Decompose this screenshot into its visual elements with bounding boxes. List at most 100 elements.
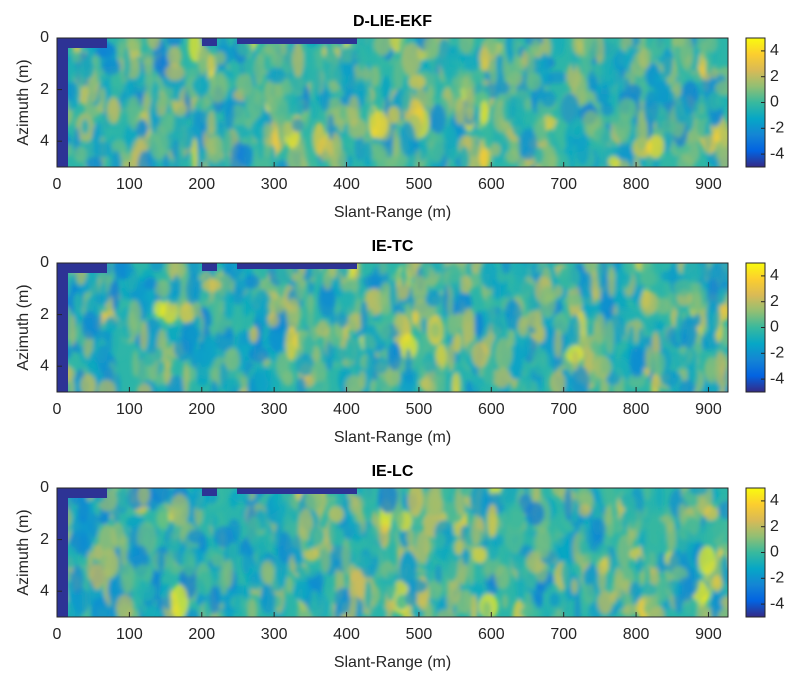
x-tick-label: 0 <box>53 626 62 643</box>
image-blob <box>181 547 197 577</box>
image-blob <box>497 81 510 95</box>
image-blob <box>315 68 323 94</box>
image-blob <box>599 38 620 59</box>
image-blob <box>511 38 519 55</box>
image-blob <box>429 103 447 134</box>
image-blob <box>445 551 458 582</box>
image-blob <box>73 292 82 314</box>
image-blob <box>420 263 430 281</box>
chart-title: D-LIE-EKF <box>353 13 432 30</box>
plot-frame <box>56 37 729 168</box>
image-blob <box>297 96 305 117</box>
image-blob <box>549 592 560 608</box>
image-blob <box>698 546 717 576</box>
image-blob <box>554 329 562 359</box>
image-blob <box>524 98 532 112</box>
image-blob <box>452 332 462 353</box>
image-blob <box>282 121 294 137</box>
image-blob <box>396 503 404 531</box>
image-blob <box>494 310 507 346</box>
image-blob <box>194 349 210 368</box>
image-blob <box>248 346 269 363</box>
image-blob <box>308 99 319 119</box>
image-blob <box>157 545 165 577</box>
image-blob <box>235 73 253 96</box>
x-tick-label: 900 <box>695 401 722 418</box>
image-blob <box>678 38 694 70</box>
image-blob <box>123 46 131 79</box>
image-blob <box>599 292 608 314</box>
image-blob <box>401 76 412 113</box>
image-blob <box>369 141 386 162</box>
image-blob <box>461 548 470 566</box>
image-blob <box>366 350 374 384</box>
image-blob <box>347 585 357 617</box>
colorbar-tick-label: 4 <box>770 267 779 284</box>
image-blob <box>546 337 557 368</box>
image-blob <box>293 581 312 602</box>
image-blob <box>73 146 87 163</box>
image-blob <box>127 544 143 567</box>
image-blob <box>111 150 122 167</box>
image-blob <box>295 270 305 301</box>
image-blob <box>389 279 397 311</box>
image-blob <box>408 74 426 90</box>
image-blob <box>137 383 152 392</box>
image-blob <box>560 92 580 125</box>
y-tick-label: 0 <box>40 479 49 496</box>
image-blob <box>310 361 328 383</box>
image-blob <box>711 574 722 593</box>
image-blob <box>595 543 611 558</box>
image-blob <box>593 313 606 345</box>
image-blob <box>195 570 214 595</box>
image-blob <box>582 110 600 137</box>
image-blob <box>571 350 579 371</box>
image-blob <box>277 531 293 564</box>
image-blob <box>287 298 300 314</box>
image-blob <box>717 500 728 519</box>
image-texture <box>57 263 728 392</box>
y-axis-label: Azimuth (m) <box>15 284 32 370</box>
image-blob <box>710 592 722 617</box>
image-blob <box>387 106 401 124</box>
image-blob <box>560 265 581 291</box>
image-blob <box>119 533 128 566</box>
image-blob <box>392 127 399 158</box>
image-blob <box>454 539 464 556</box>
image-blob <box>275 352 290 380</box>
image-blob <box>406 528 415 546</box>
image-blob <box>575 130 590 166</box>
image <box>57 488 728 617</box>
image-blob <box>583 584 596 605</box>
image-blob <box>151 488 170 504</box>
image-blob <box>564 293 584 307</box>
image-blob <box>615 112 631 145</box>
image-blob <box>535 582 544 609</box>
image-blob <box>170 493 190 527</box>
image-blob <box>87 550 94 581</box>
image-blob <box>654 80 671 103</box>
image-blob <box>439 488 451 505</box>
image-blob <box>447 263 461 284</box>
image-blob <box>655 488 664 509</box>
image-blob <box>296 376 307 392</box>
image-blob <box>229 491 238 509</box>
image-blob <box>711 66 719 80</box>
image-blob <box>275 263 294 287</box>
image-blob <box>165 38 183 47</box>
image-blob <box>700 331 721 351</box>
image-blob <box>463 55 481 72</box>
image-blob <box>103 58 121 75</box>
image-blob <box>521 49 529 68</box>
image-blob <box>604 506 612 526</box>
image-blob <box>328 322 344 346</box>
image-blob <box>232 286 244 305</box>
image-blob <box>534 109 546 144</box>
image-blob <box>224 99 235 131</box>
image-blob <box>470 514 481 546</box>
image-blob <box>190 301 202 317</box>
image-blob <box>198 289 211 308</box>
image-blob <box>68 380 76 392</box>
x-tick-label: 0 <box>53 401 62 418</box>
image-blob <box>276 160 290 167</box>
